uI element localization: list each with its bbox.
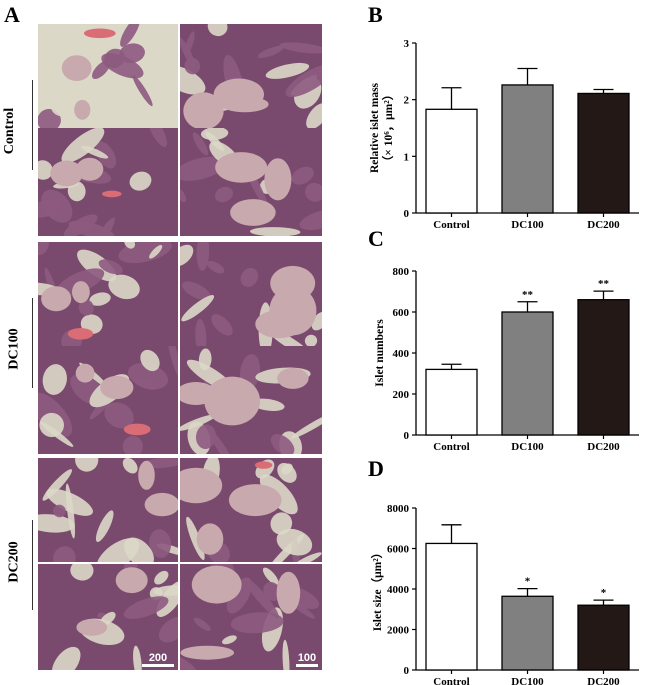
histology-tile <box>38 458 178 562</box>
chart-d-x-tick-label: DC200 <box>587 676 620 685</box>
chart-d-bar-control <box>425 542 478 671</box>
chart-c-x-tick-label: Control <box>433 441 469 453</box>
chart-d-x-tick-label: DC100 <box>511 676 544 685</box>
group-bracket-dc100 <box>32 298 33 388</box>
chart-c-significance-marker: ** <box>522 289 534 301</box>
panel-a-letter: A <box>4 2 20 27</box>
chart-c-x-tick-label: DC200 <box>587 441 620 453</box>
chart-b-y-tick-label: 0 <box>404 208 410 220</box>
chart-c-bar-control <box>425 368 478 436</box>
chart-b-y-axis-label-units: （× 10⁶，μm²） <box>381 89 395 167</box>
histology-tile <box>180 24 322 128</box>
chart-d-y-tick-label: 0 <box>404 665 410 677</box>
chart-c-y-tick-label: 0 <box>404 430 410 442</box>
histology-tile <box>38 242 178 346</box>
panel-b-letter: B <box>368 2 383 27</box>
histology-tile <box>38 564 178 670</box>
histology-tile <box>180 242 322 346</box>
chart-c-x-tick-label: DC100 <box>511 441 544 453</box>
chart-c-bar-dc200 <box>577 299 630 436</box>
group-bracket-control <box>32 80 33 170</box>
chart-d-y-tick-label: 2000 <box>387 625 410 637</box>
chart-c-y-axis-label: Islet numbers <box>374 319 386 387</box>
scale-bar-left-line <box>142 664 174 667</box>
histology-tile <box>38 346 178 454</box>
scale-bar-left-label: 200 <box>148 652 168 664</box>
chart-b-y-tick-label: 2 <box>404 95 410 107</box>
histology-tile <box>180 564 322 670</box>
chart-d-x-tick-label: Control <box>433 676 469 685</box>
scale-bar-right-line <box>296 664 318 667</box>
histology-tile <box>180 458 322 562</box>
histology-tile <box>38 24 178 128</box>
histology-tile <box>180 128 322 236</box>
panel-d-letter: D <box>368 456 384 481</box>
histology-tile <box>38 128 178 236</box>
panel-c-letter: C <box>368 226 384 251</box>
chart-d-bar-dc200 <box>577 604 630 671</box>
group-bracket-dc200 <box>32 520 33 610</box>
chart-d-significance-marker: * <box>525 576 531 588</box>
chart-b-x-tick-label: DC200 <box>587 219 620 231</box>
chart-d-y-axis-label: Islet size（μm²） <box>370 547 384 631</box>
scale-bar-left: 200 <box>140 652 176 667</box>
chart-c-y-tick-label: 200 <box>393 389 410 401</box>
chart-b-y-axis-label: Relative islet mass <box>369 82 381 173</box>
chart-d-y-tick-label: 4000 <box>387 584 410 596</box>
chart-b-y-tick-label: 3 <box>404 38 410 50</box>
chart-b-bar-dc200 <box>577 92 630 214</box>
chart-b-x-tick-label: Control <box>433 219 469 231</box>
chart-c-y-tick-label: 600 <box>393 307 410 319</box>
chart-d-bar-dc100 <box>501 595 554 671</box>
chart-b-bar-dc100 <box>501 84 554 214</box>
chart-c-y-tick-label: 800 <box>393 266 410 278</box>
scale-bar-right-label: 100 <box>297 652 317 664</box>
chart-d-y-tick-label: 6000 <box>387 544 410 556</box>
chart-c-y-tick-label: 400 <box>393 348 410 360</box>
chart-b-x-tick-label: DC100 <box>511 219 544 231</box>
chart-b-bar-control <box>425 108 478 214</box>
chart-b-y-tick-label: 1 <box>404 151 410 163</box>
chart-d-y-tick-label: 8000 <box>387 503 410 515</box>
chart-d-significance-marker: * <box>601 587 607 599</box>
chart-c-significance-marker: ** <box>598 278 610 290</box>
scale-bar-right: 100 <box>292 652 322 667</box>
chart-c-bar-dc100 <box>501 311 554 436</box>
histology-tile <box>180 346 322 454</box>
